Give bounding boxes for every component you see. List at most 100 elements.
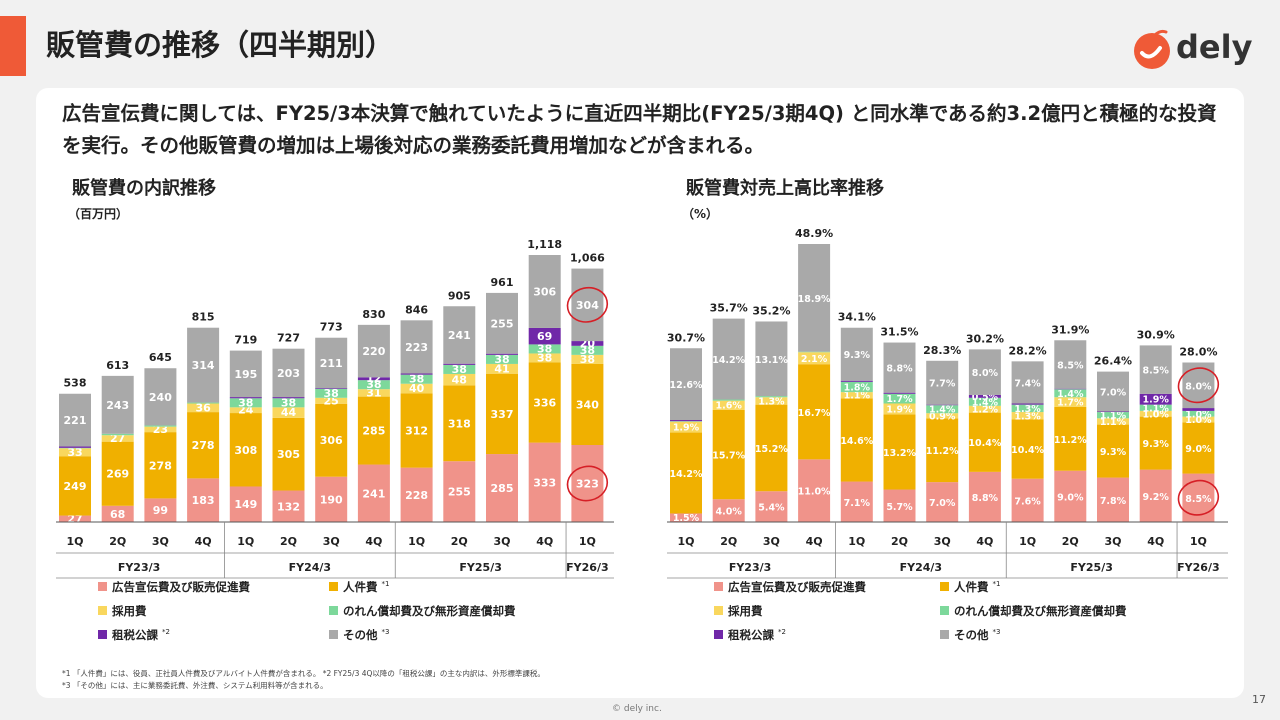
right-bar-2-8 xyxy=(1011,412,1044,420)
left-legend-3: のれん償却費及び無形資産償却費 xyxy=(343,604,516,618)
left-bar-2-0 xyxy=(59,448,91,457)
left-bar-5-8 xyxy=(400,320,433,374)
right-label-0-8: 7.6% xyxy=(1014,496,1041,507)
right-bar-3-1 xyxy=(712,399,745,401)
right-total-10: 26.4% xyxy=(1094,355,1132,368)
right-label-0-0: 1.5% xyxy=(673,513,700,524)
right-total-3: 48.9% xyxy=(795,227,833,240)
right-total-11: 30.9% xyxy=(1137,328,1175,341)
right-cat-5: 2Q xyxy=(891,535,908,548)
right-label-5-0: 12.6% xyxy=(670,380,703,391)
right-legend-4: 租税公課 xyxy=(728,628,774,642)
left-bar-4-6 xyxy=(315,388,348,389)
left-label-1-5: 305 xyxy=(277,448,300,461)
left-bar-2-12 xyxy=(571,354,604,364)
right-legend-0: 広告宣伝費及び販売促進費 xyxy=(728,580,866,594)
left-group-2: FY25/3 xyxy=(459,561,501,574)
right-label-0-10: 7.8% xyxy=(1100,496,1127,507)
left-cat-7: 4Q xyxy=(365,535,382,548)
left-legend-note-5: *3 xyxy=(382,628,390,636)
right-bar-1-7 xyxy=(968,412,1001,472)
right-label-0-12: 8.5% xyxy=(1185,494,1212,505)
copyright: © dely inc. xyxy=(612,704,662,714)
right-label-2-5: 1.9% xyxy=(886,404,913,415)
right-total-8: 28.2% xyxy=(1009,344,1047,357)
left-label-0-12: 323 xyxy=(576,477,599,490)
right-bar-1-4 xyxy=(840,398,873,482)
right-cat-9: 2Q xyxy=(1062,535,1079,548)
left-bar-5-6 xyxy=(315,337,348,389)
right-label-5-3: 18.9% xyxy=(798,294,831,305)
right-label-0-3: 11.0% xyxy=(798,487,831,498)
left-legend-1: 人件費 xyxy=(343,580,378,594)
left-total-5: 727 xyxy=(277,332,300,345)
right-cat-8: 1Q xyxy=(1019,535,1036,548)
left-bar-4-0 xyxy=(59,446,91,448)
left-bar-4-8 xyxy=(400,373,433,375)
right-label-5-8: 7.4% xyxy=(1014,378,1041,389)
right-bar-3-0 xyxy=(670,421,702,422)
left-bar-2-8 xyxy=(400,383,433,394)
right-total-12: 28.0% xyxy=(1179,345,1217,358)
left-bar-3-6 xyxy=(315,388,348,398)
right-bar-2-9 xyxy=(1054,397,1087,407)
right-bar-5-6 xyxy=(926,360,959,405)
left-bar-1-4 xyxy=(229,413,262,487)
right-bar-5-9 xyxy=(1054,340,1087,389)
left-cat-2: 3Q xyxy=(152,535,169,548)
right-bar-0-10 xyxy=(1097,477,1129,522)
right-legend-note-5: *3 xyxy=(993,628,1001,636)
left-cat-8: 1Q xyxy=(408,535,425,548)
right-label-0-6: 7.0% xyxy=(929,498,956,509)
left-label-1-3: 278 xyxy=(192,439,215,452)
left-bar-2-4 xyxy=(229,407,262,414)
right-label-1-9: 11.2% xyxy=(1054,435,1087,446)
right-bar-0-8 xyxy=(1011,478,1044,522)
right-group-0: FY23/3 xyxy=(729,561,771,574)
left-bar-5-12 xyxy=(571,268,604,342)
left-bar-3-5 xyxy=(272,398,305,408)
right-bar-5-1 xyxy=(712,318,745,400)
right-label-2-4: 1.1% xyxy=(844,391,871,402)
right-bar-3-3 xyxy=(798,351,831,353)
left-legend-swatch-1 xyxy=(329,582,338,591)
left-bar-5-3 xyxy=(187,327,220,403)
left-label-5-5: 203 xyxy=(277,367,300,380)
left-bar-3-9 xyxy=(443,364,476,374)
right-bar-4-5 xyxy=(883,392,916,394)
right-total-2: 35.2% xyxy=(752,304,790,317)
left-total-4: 719 xyxy=(234,334,257,347)
left-legend-swatch-5 xyxy=(329,630,338,639)
right-label-3-9: 1.4% xyxy=(1057,389,1084,400)
lead-text: 広告宣伝費に関しては、FY25/3本決算で触れていたように直近四半期比(FY25… xyxy=(62,102,1217,157)
right-cat-10: 3Q xyxy=(1104,535,1121,548)
left-label-3-10: 38 xyxy=(494,353,509,366)
right-total-4: 34.1% xyxy=(838,311,876,324)
left-label-2-12: 38 xyxy=(580,353,595,366)
right-label-1-0: 14.2% xyxy=(670,469,703,480)
right-label-4-7: 0.5% xyxy=(972,392,999,403)
right-highlight-5 xyxy=(1177,367,1220,404)
left-highlight-5 xyxy=(566,286,609,323)
left-bar-1-12 xyxy=(571,363,604,445)
left-bar-3-12 xyxy=(571,345,604,355)
left-label-3-8: 38 xyxy=(409,373,424,386)
left-label-5-8: 223 xyxy=(405,341,428,354)
right-bar-4-7 xyxy=(968,394,1001,398)
right-bar-5-11 xyxy=(1139,345,1172,394)
right-bar-0-4 xyxy=(840,481,873,522)
left-bar-0-0 xyxy=(59,515,91,522)
left-label-5-11: 306 xyxy=(533,285,556,298)
left-label-0-9: 255 xyxy=(448,486,471,499)
left-chart-unit: （百万円） xyxy=(68,207,129,221)
left-bar-5-2 xyxy=(144,368,177,426)
left-bar-5-7 xyxy=(357,324,390,378)
right-cat-7: 4Q xyxy=(976,535,993,548)
left-bar-2-2 xyxy=(144,426,177,433)
left-bar-5-5 xyxy=(272,348,305,398)
left-total-6: 773 xyxy=(320,321,343,334)
right-bar-1-8 xyxy=(1011,419,1044,479)
right-label-5-9: 8.5% xyxy=(1057,360,1084,371)
left-bar-5-9 xyxy=(443,306,476,364)
